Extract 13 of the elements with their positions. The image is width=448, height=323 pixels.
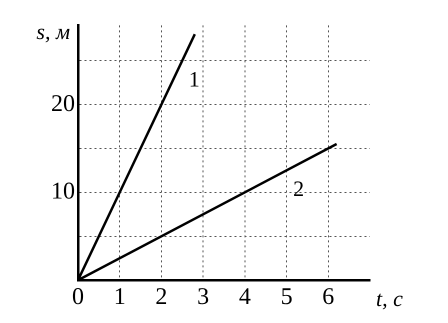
x-axis-title: t, с — [376, 286, 404, 311]
x-tick-label: 3 — [197, 284, 210, 310]
x-tick-label: 5 — [280, 284, 293, 310]
annotation: 2 — [293, 176, 304, 202]
x-tick-label: 1 — [114, 284, 126, 310]
x-tick-label: 4 — [238, 284, 251, 310]
x-tick-label: 2 — [155, 284, 168, 310]
y-tick-label: 20 — [51, 90, 75, 117]
x-tick-label: 0 — [72, 284, 84, 310]
y-axis-title: s, м — [36, 19, 70, 44]
annotation: 1 — [188, 66, 200, 92]
x-tick-label: 6 — [322, 284, 334, 310]
y-tick-label: 10 — [51, 178, 75, 205]
